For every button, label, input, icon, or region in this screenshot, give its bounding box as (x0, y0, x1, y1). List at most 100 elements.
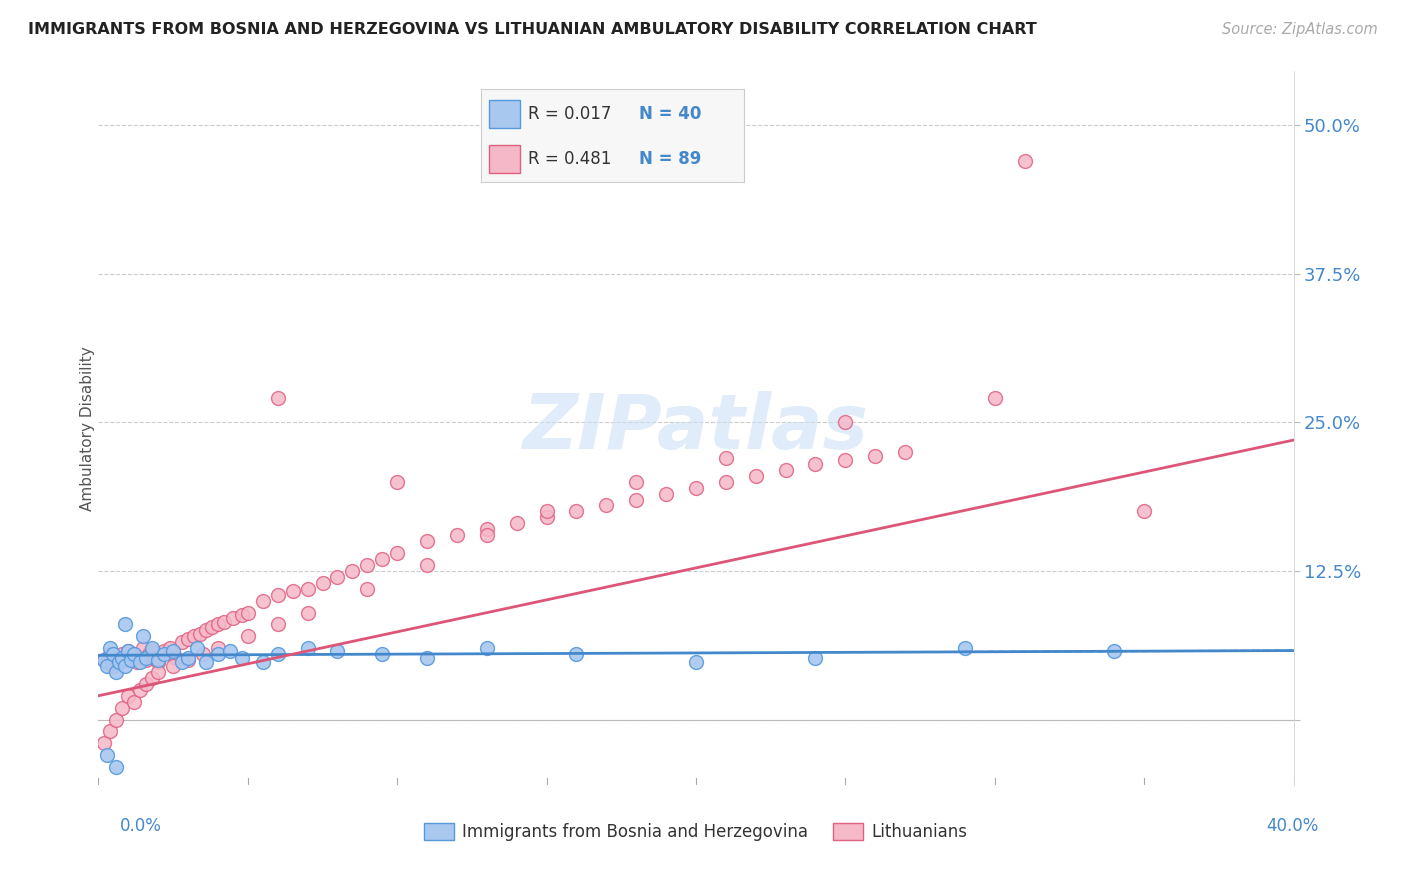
Point (124, 647, 146, 661)
Y-axis label: Ambulatory Disability: Ambulatory Disability (80, 346, 94, 510)
Text: 40.0%: 40.0% (1267, 817, 1319, 835)
Point (416, 650, 439, 665)
Point (103, 647, 125, 661)
Point (804, 457, 827, 471)
Point (124, 647, 146, 661)
Point (132, 641, 155, 656)
Point (93, 653, 115, 667)
Legend: Immigrants from Bosnia and Herzegovina, Lithuanians: Immigrants from Bosnia and Herzegovina, … (418, 816, 974, 848)
Point (111, 650, 134, 665)
Point (231, 650, 253, 665)
Point (138, 647, 160, 661)
Point (536, 504, 558, 518)
Point (207, 647, 229, 661)
Point (177, 632, 200, 646)
Point (153, 643, 176, 657)
Point (475, 528, 498, 542)
Point (655, 486, 678, 500)
Point (132, 629, 155, 643)
Point (120, 653, 142, 667)
Point (159, 641, 181, 656)
Point (98, 641, 122, 656)
Point (93, 736, 115, 750)
Point (745, 468, 768, 483)
Point (105, 665, 128, 679)
Point (148, 665, 170, 679)
Point (135, 653, 157, 667)
Point (565, 647, 588, 661)
Point (236, 629, 259, 643)
Point (297, 606, 319, 620)
Point (135, 677, 157, 691)
Point (297, 582, 319, 596)
Text: Source: ZipAtlas.com: Source: ZipAtlas.com (1222, 22, 1378, 37)
Point (114, 617, 136, 632)
Point (191, 647, 214, 661)
Point (231, 607, 253, 622)
Point (207, 641, 229, 656)
Point (165, 650, 187, 665)
Point (103, 659, 125, 673)
Point (114, 659, 136, 673)
Point (162, 643, 184, 657)
Point (108, 656, 131, 670)
Text: ZIPatlas: ZIPatlas (523, 392, 869, 465)
Point (685, 481, 707, 495)
Point (626, 475, 648, 489)
Point (207, 617, 229, 632)
Point (446, 528, 468, 542)
Point (98, 647, 122, 661)
Point (385, 546, 409, 560)
Point (188, 627, 211, 641)
Point (108, 656, 131, 670)
Point (834, 453, 856, 467)
Point (177, 650, 200, 665)
Point (195, 624, 218, 638)
Point (212, 615, 235, 629)
Point (117, 643, 139, 657)
Point (267, 588, 290, 602)
Point (267, 617, 290, 632)
Point (201, 620, 224, 634)
Point (1014, 153, 1036, 168)
Point (105, 760, 128, 774)
Point (371, 552, 394, 566)
Point (1133, 504, 1156, 518)
Point (714, 475, 737, 489)
Point (96, 748, 118, 763)
Point (865, 449, 887, 463)
Point (236, 606, 259, 620)
Point (129, 650, 152, 665)
Point (311, 575, 333, 590)
Point (371, 647, 394, 661)
Point (105, 650, 128, 665)
Point (565, 504, 588, 518)
Point (714, 450, 737, 465)
Point (326, 643, 349, 657)
Point (252, 593, 274, 607)
Point (143, 650, 166, 665)
Text: 0.0%: 0.0% (120, 817, 162, 835)
Point (595, 499, 617, 513)
Point (148, 653, 170, 667)
Point (834, 415, 856, 429)
Point (172, 635, 194, 649)
Point (342, 564, 364, 578)
Point (894, 445, 917, 459)
Point (685, 656, 707, 670)
Point (117, 689, 139, 703)
Point (385, 475, 409, 489)
Point (96, 659, 118, 673)
Point (172, 656, 194, 670)
Point (416, 558, 439, 572)
Point (356, 582, 378, 596)
Point (111, 700, 134, 714)
Point (267, 392, 290, 406)
Point (129, 682, 152, 697)
Point (141, 671, 163, 685)
Point (162, 659, 184, 673)
Point (356, 558, 378, 572)
Point (114, 653, 136, 667)
Text: IMMIGRANTS FROM BOSNIA AND HERZEGOVINA VS LITHUANIAN AMBULATORY DISABILITY CORRE: IMMIGRANTS FROM BOSNIA AND HERZEGOVINA V… (28, 22, 1036, 37)
Point (177, 653, 200, 667)
